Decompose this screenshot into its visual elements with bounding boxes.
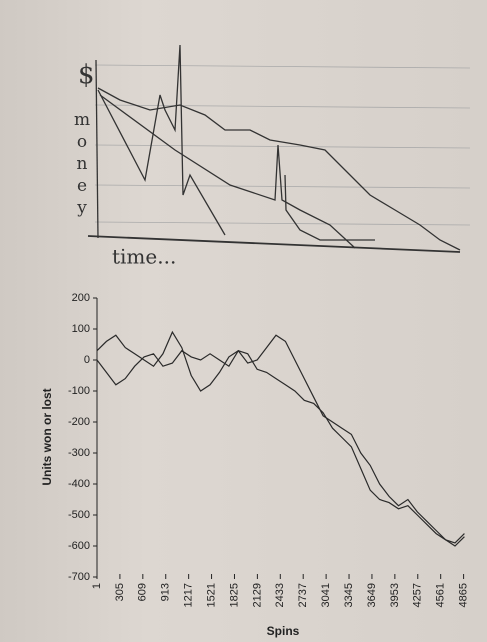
sketch-dollar: $ <box>78 60 95 90</box>
sketch <box>87 44 471 253</box>
y-tick-label: -200 <box>68 416 90 428</box>
y-tick-label: -400 <box>68 478 90 490</box>
y-axis-label: Units won or lost <box>40 388 54 485</box>
x-tick-label: 1 <box>91 583 103 589</box>
x-tick-label: 913 <box>160 583 172 601</box>
x-tick-label: 4865 <box>457 583 469 607</box>
y-tick-label: -700 <box>68 571 90 583</box>
series-line <box>96 349 465 544</box>
x-tick-label: 305 <box>114 583 126 601</box>
x-tick-label: 3345 <box>343 583 355 607</box>
x-tick-label: 2737 <box>297 583 309 607</box>
x-tick-label: 2433 <box>274 583 286 607</box>
y-tick-label: 200 <box>72 292 90 304</box>
y-tick-label: -600 <box>68 540 90 552</box>
x-tick-label: 609 <box>137 583 149 601</box>
x-tick-label: 3041 <box>320 583 332 607</box>
x-axis-label: Spins <box>267 624 300 638</box>
y-tick-label: 0 <box>84 354 90 366</box>
x-tick-label: 1217 <box>183 583 195 607</box>
x-tick-label: 3649 <box>366 583 378 607</box>
x-tick-label: 1521 <box>205 583 217 607</box>
x-tick-label: 4561 <box>435 583 447 607</box>
x-tick-label: 1825 <box>228 583 240 607</box>
x-tick-label: 3953 <box>389 583 401 607</box>
x-tick-label: 4257 <box>412 583 424 607</box>
sketch-money: money <box>72 110 92 220</box>
x-tick-label: 2129 <box>251 583 263 607</box>
sketch-time: time... <box>112 245 176 269</box>
y-tick-label: -100 <box>68 385 90 397</box>
y-tick-label: -500 <box>68 509 90 521</box>
y-tick-label: 100 <box>72 323 90 335</box>
series-line <box>96 330 465 547</box>
y-tick-label: -300 <box>68 447 90 459</box>
